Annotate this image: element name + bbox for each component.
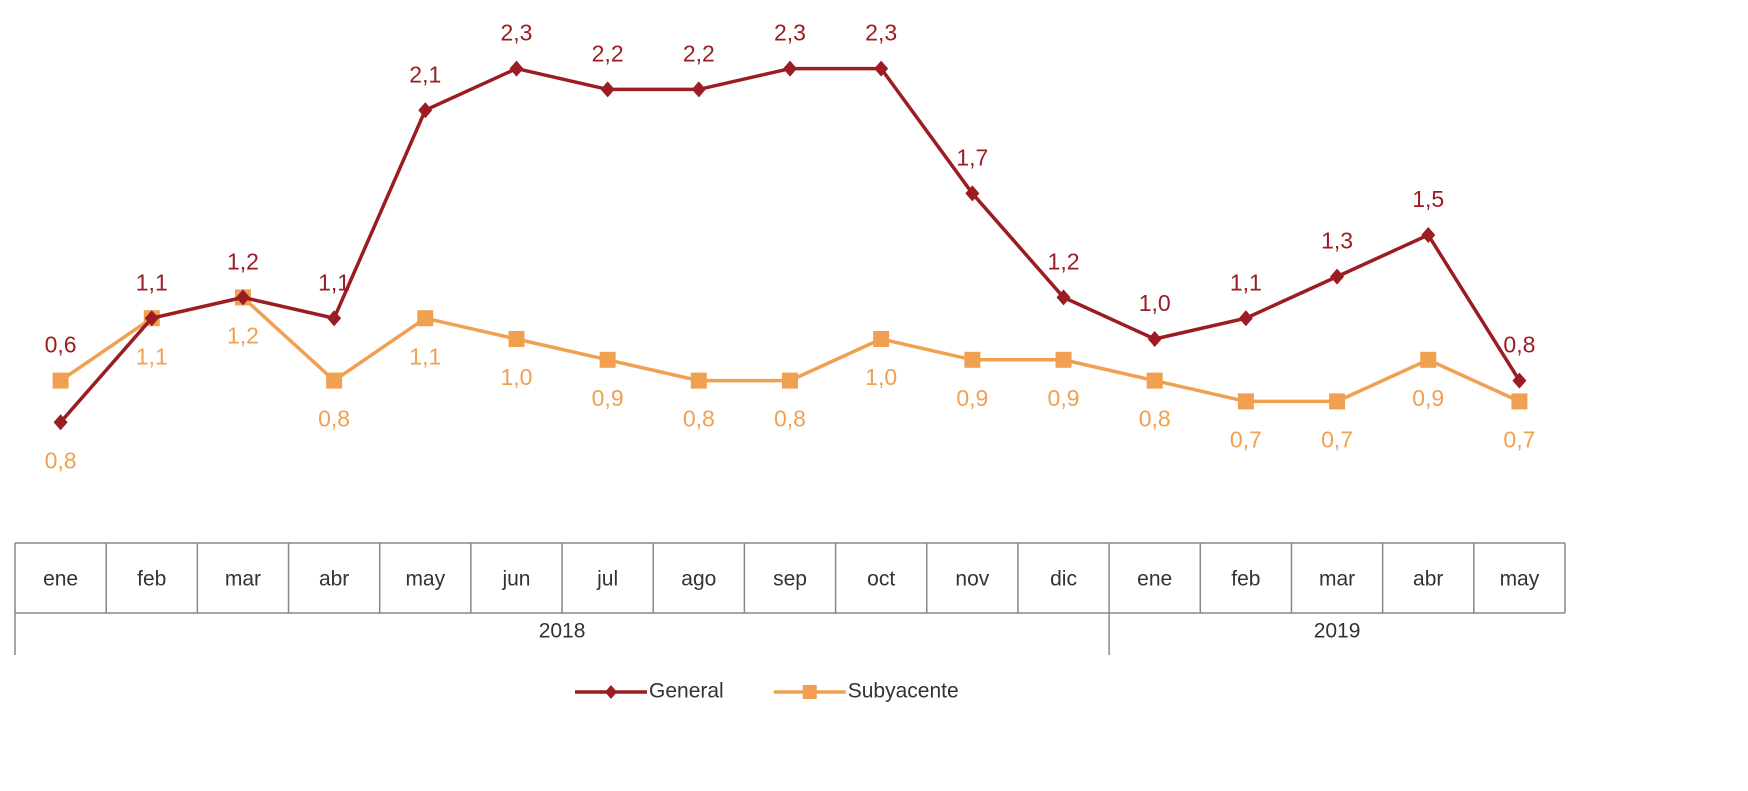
data-label: 0,9 <box>1412 385 1444 411</box>
data-point <box>1421 227 1436 243</box>
data-label: 1,0 <box>500 364 532 390</box>
data-label: 0,9 <box>1048 385 1080 411</box>
data-point <box>52 372 69 389</box>
data-point <box>508 331 525 347</box>
data-point <box>235 289 250 306</box>
data-label: 1,1 <box>409 343 441 369</box>
data-label: 0,8 <box>45 447 77 473</box>
data-label: 1,1 <box>136 269 168 295</box>
data-point <box>1237 393 1254 410</box>
data-point <box>327 310 342 327</box>
data-label: 2,2 <box>592 40 624 66</box>
data-point <box>53 414 68 431</box>
data-label: 1,0 <box>1139 290 1171 316</box>
x-tick-label: ene <box>1137 568 1172 591</box>
x-tick-label: feb <box>1231 568 1260 591</box>
data-point <box>1238 310 1253 327</box>
data-point <box>326 372 343 389</box>
x-tick-label: nov <box>955 568 989 591</box>
x-tick-label: sep <box>773 568 807 591</box>
x-tick-label: abr <box>1413 568 1443 591</box>
data-point <box>783 60 797 77</box>
x-tick-label: mar <box>1319 568 1355 591</box>
data-point <box>1147 331 1162 347</box>
x-tick-label: ene <box>43 568 78 591</box>
data-point <box>1420 351 1437 368</box>
data-label: 1,7 <box>956 144 988 170</box>
data-label: 2,3 <box>865 20 897 46</box>
x-group-label: 2018 <box>539 620 586 643</box>
data-point <box>965 185 980 202</box>
data-label: 0,8 <box>683 406 715 432</box>
data-label: 1,1 <box>318 269 350 295</box>
x-tick-label: dic <box>1050 568 1077 591</box>
data-point <box>873 331 890 347</box>
data-label: 0,8 <box>774 406 806 432</box>
x-tick-label: may <box>1500 568 1540 591</box>
x-tick-label: feb <box>137 568 166 591</box>
data-label: 0,9 <box>956 385 988 411</box>
data-label: 1,3 <box>1321 228 1353 254</box>
data-label: 0,7 <box>1503 426 1535 452</box>
data-point <box>964 351 981 368</box>
x-tick-label: jun <box>501 568 530 591</box>
legend-label: Subyacente <box>848 680 959 703</box>
data-label: 0,7 <box>1230 426 1262 452</box>
data-label: 1,2 <box>1048 248 1080 274</box>
data-label: 0,8 <box>1139 406 1171 432</box>
x-tick-label: ago <box>681 568 716 591</box>
data-point <box>691 81 706 98</box>
data-label: 0,9 <box>592 385 624 411</box>
data-label: 2,3 <box>774 20 806 46</box>
data-point <box>1146 372 1163 389</box>
x-tick-label: may <box>405 568 445 591</box>
data-label: 0,8 <box>318 406 350 432</box>
data-label: 0,6 <box>45 332 77 358</box>
data-label: 1,5 <box>1412 186 1444 212</box>
series-line <box>59 66 1521 424</box>
data-point <box>1512 372 1527 389</box>
data-point <box>1329 393 1346 410</box>
data-point <box>1511 393 1528 410</box>
data-point <box>690 372 707 389</box>
data-label: 1,1 <box>1230 269 1262 295</box>
data-label: 2,2 <box>683 40 715 66</box>
legend-marker <box>802 685 817 699</box>
x-tick-label: abr <box>319 568 349 591</box>
data-point <box>1330 268 1345 285</box>
data-point <box>874 60 889 77</box>
data-label: 0,8 <box>1503 332 1535 358</box>
x-tick-label: oct <box>867 568 895 591</box>
data-point <box>509 60 524 77</box>
data-point <box>599 351 616 368</box>
data-point <box>1056 289 1071 306</box>
data-label: 1,0 <box>865 364 897 390</box>
data-label: 2,1 <box>409 61 441 87</box>
data-label: 1,1 <box>136 343 168 369</box>
x-group-label: 2019 <box>1314 620 1361 643</box>
data-point <box>418 102 433 119</box>
data-point <box>144 310 159 327</box>
data-label: 1,2 <box>227 248 259 274</box>
data-point <box>782 372 798 389</box>
data-point <box>600 81 615 98</box>
data-point <box>1055 351 1072 368</box>
data-label: 2,3 <box>500 20 532 46</box>
x-tick-label: jul <box>596 568 618 591</box>
data-label: 1,2 <box>227 322 259 348</box>
legend-label: General <box>649 680 724 703</box>
data-point <box>417 310 434 327</box>
legend-marker <box>605 685 617 699</box>
data-label: 0,7 <box>1321 426 1353 452</box>
x-tick-label: mar <box>225 568 261 591</box>
